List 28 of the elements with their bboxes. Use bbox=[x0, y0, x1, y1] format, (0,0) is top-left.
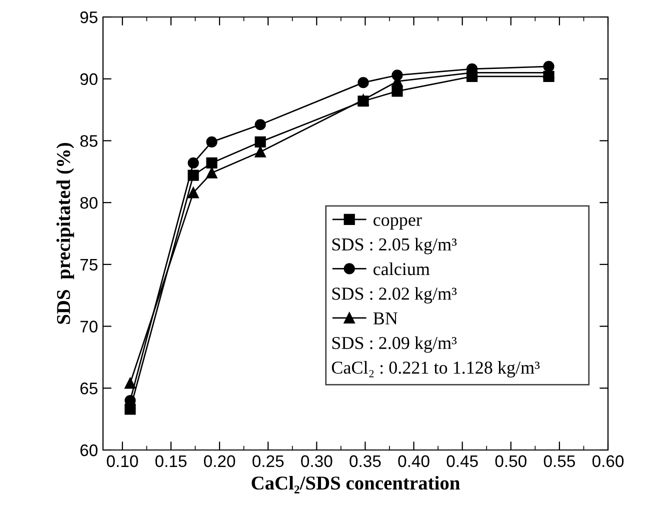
annotation: SDS : 2.09 kg/m³ bbox=[332, 336, 457, 353]
x-tick-label: 0.35 bbox=[350, 455, 381, 468]
y-tick-label: 85 bbox=[80, 135, 98, 147]
x-tick-label: 0.60 bbox=[592, 455, 624, 468]
y-tick-label: 95 bbox=[80, 11, 98, 24]
x-tick-label: 0.30 bbox=[301, 455, 332, 468]
y-tick-label: 65 bbox=[80, 382, 98, 394]
x-tick-label: 0.45 bbox=[446, 455, 478, 468]
x-axis-title: CaCl₂/SDS concentration bbox=[252, 476, 460, 494]
annotation: CaCl₂ : 0.221 to 1.128 kg/m³ bbox=[332, 361, 540, 378]
y-axis-title: SDS precipitated (%) bbox=[56, 142, 74, 324]
y-tick-label: 90 bbox=[80, 73, 98, 86]
x-tick-label: 0.25 bbox=[252, 455, 284, 468]
y-tick-label: 75 bbox=[80, 259, 98, 271]
x-tick-label: 0.55 bbox=[544, 455, 575, 468]
x-tick-label: 0.40 bbox=[398, 455, 430, 468]
x-tick-label: 0.10 bbox=[106, 455, 138, 468]
y-tick-label: 80 bbox=[80, 196, 98, 209]
x-tick-label: 0.15 bbox=[155, 455, 187, 468]
legend-label: BN bbox=[373, 312, 398, 324]
y-tick-label: 60 bbox=[80, 444, 98, 456]
legend-label: copper bbox=[374, 217, 422, 230]
annotation: SDS : 2.05 kg/m³ bbox=[332, 238, 457, 254]
legend-label: calcium bbox=[374, 262, 430, 276]
annotation: SDS : 2.02 kg/m³ bbox=[332, 287, 457, 304]
y-tick-label: 70 bbox=[80, 320, 98, 332]
x-tick-label: 0.50 bbox=[495, 455, 526, 468]
x-tick-label: 0.20 bbox=[204, 455, 236, 468]
